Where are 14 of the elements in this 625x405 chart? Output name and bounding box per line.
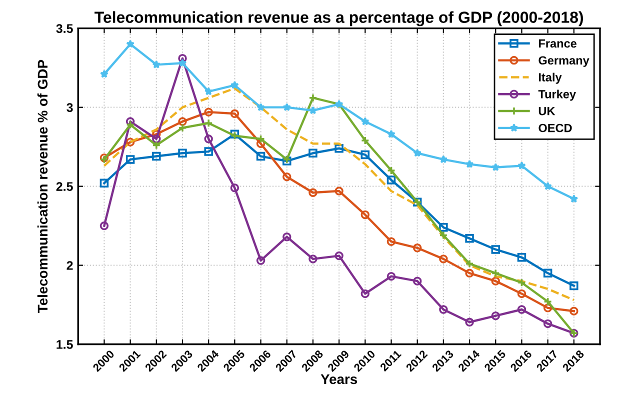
- y-tick-label: 2.5: [56, 182, 73, 191]
- legend-label: Turkey: [538, 90, 576, 101]
- chart-title: Telecommunication revenue as a percentage of GDP (2000-2018): [94, 11, 583, 26]
- y-tick-label: 3: [66, 103, 73, 112]
- legend-label: Germany: [538, 56, 590, 67]
- y-tick-label: 1.5: [56, 340, 73, 349]
- legend-label: UK: [538, 107, 556, 116]
- y-tick-label: 3.5: [56, 24, 73, 34]
- y-axis-title: Telecommunication revenue % of GDP: [37, 60, 48, 313]
- y-tick-label: 2: [66, 261, 73, 270]
- legend-label: OECD: [538, 124, 572, 132]
- legend-label: Italy: [538, 72, 562, 84]
- x-axis-title: Years: [320, 374, 358, 384]
- legend-label: France: [538, 39, 577, 48]
